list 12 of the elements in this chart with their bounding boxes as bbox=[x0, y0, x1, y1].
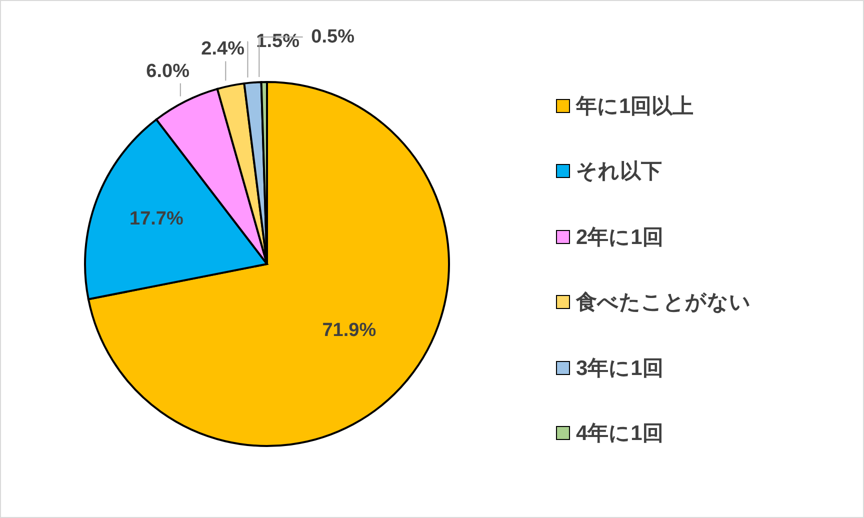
data-label: 17.7% bbox=[130, 208, 184, 230]
legend-label: それ以下 bbox=[576, 159, 662, 186]
legend-label: 食べたことがない bbox=[576, 290, 751, 316]
legend-label: 2年に1回 bbox=[576, 224, 664, 251]
legend-label: 年に1回以上 bbox=[576, 94, 694, 120]
data-label: 0.5% bbox=[311, 26, 355, 48]
legend-label: 4年に1回 bbox=[576, 421, 664, 448]
pie-slice bbox=[87, 81, 450, 447]
legend-label: 3年に1回 bbox=[576, 356, 664, 382]
data-label: 6.0% bbox=[146, 60, 190, 82]
data-label: 2.4% bbox=[201, 38, 245, 60]
data-label: 71.9% bbox=[322, 320, 376, 342]
